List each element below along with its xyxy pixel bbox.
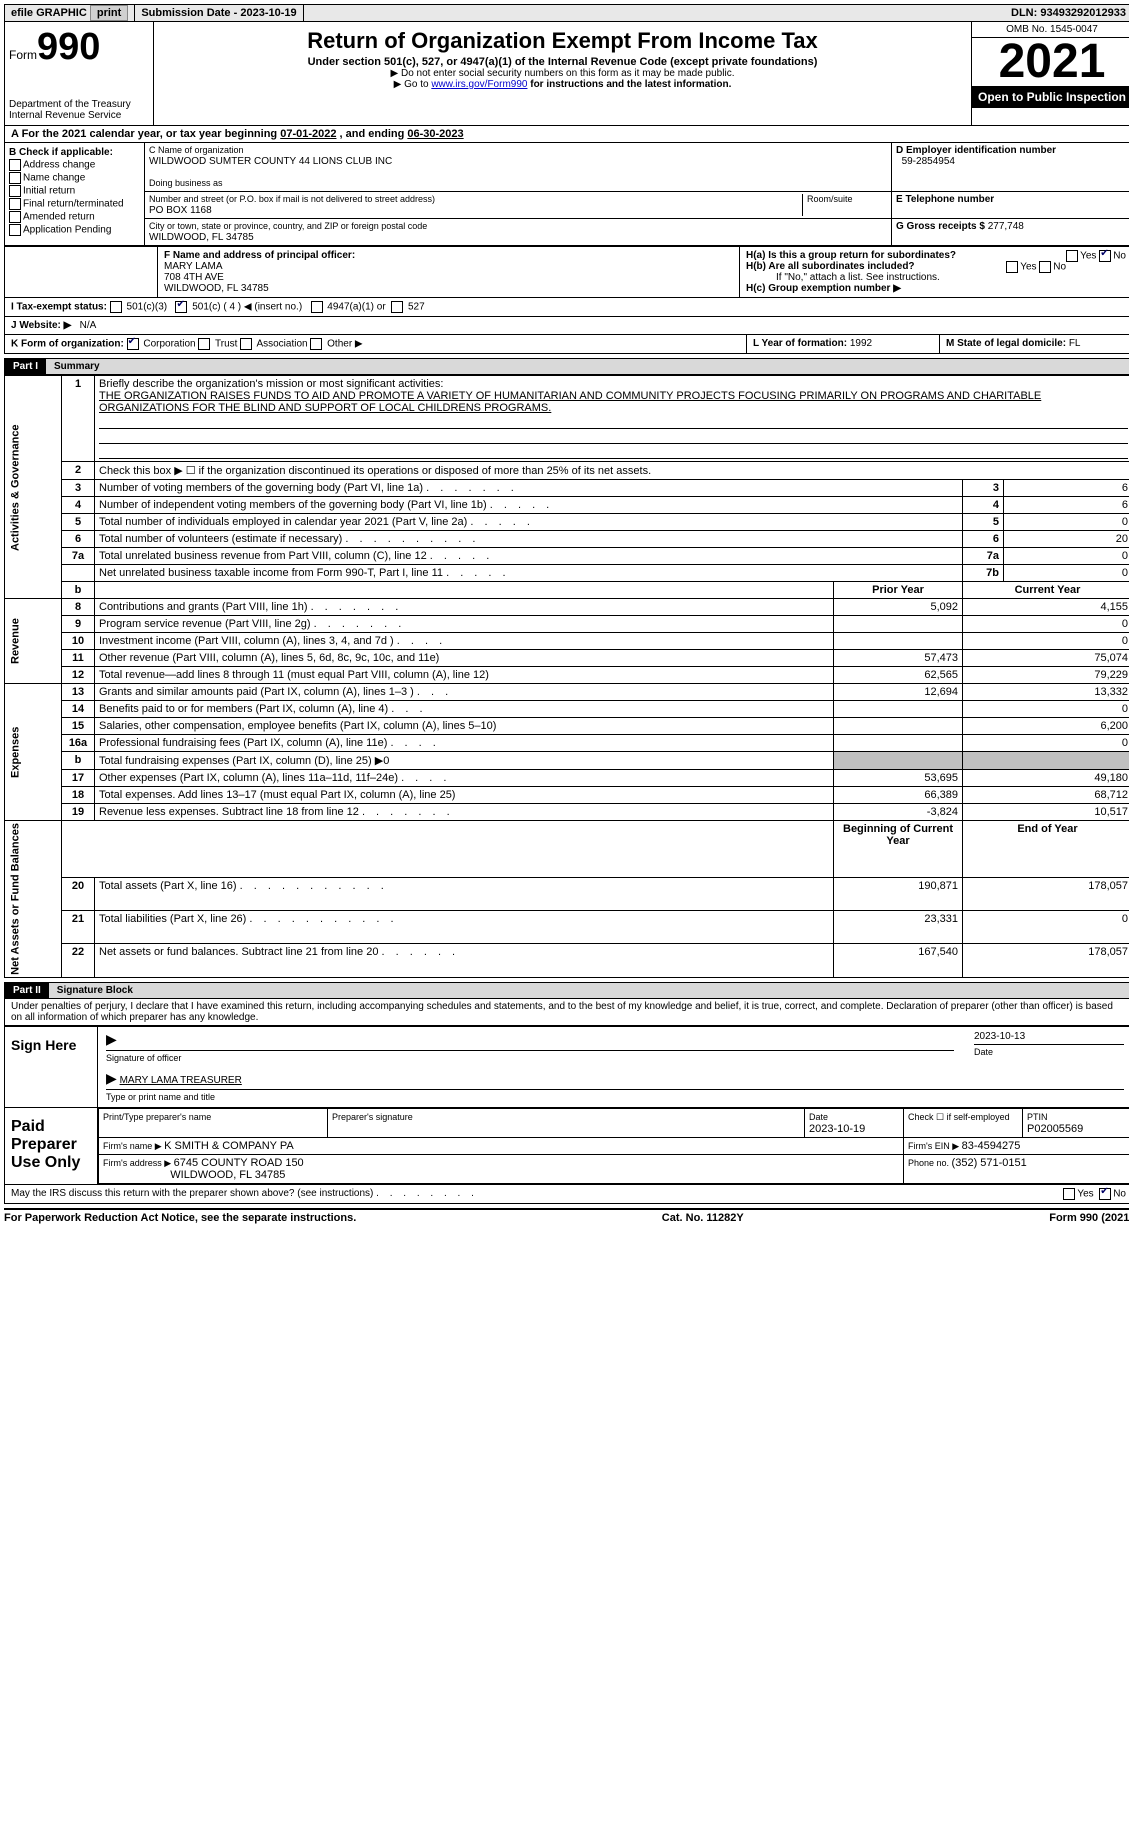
- efile-label: efile GRAPHIC print: [5, 5, 135, 21]
- box-c-addr: Number and street (or P.O. box if mail i…: [145, 192, 892, 219]
- side-net-assets: Net Assets or Fund Balances: [5, 821, 62, 978]
- form-subtitle-2: ▶ Do not enter social security numbers o…: [158, 68, 967, 79]
- form-header: Form990 Department of the Treasury Inter…: [4, 22, 1129, 126]
- header-grid: B Check if applicable: Address change Na…: [4, 143, 1129, 247]
- part-2-bar: Part IISignature Block: [4, 982, 1129, 999]
- top-bar: efile GRAPHIC print Submission Date - 20…: [4, 4, 1129, 22]
- page-footer: For Paperwork Reduction Act Notice, see …: [4, 1208, 1129, 1224]
- submission-date: Submission Date - 2023-10-19: [135, 5, 303, 21]
- form-990-label: Form990: [9, 26, 149, 69]
- sign-here-label: Sign Here: [5, 1027, 98, 1107]
- tax-year: 2021: [972, 38, 1129, 86]
- print-button[interactable]: print: [90, 5, 128, 21]
- open-to-public: Open to Public Inspection: [972, 86, 1129, 108]
- paid-preparer-label: Paid Preparer Use Only: [5, 1108, 98, 1184]
- box-d: D Employer identification number 59-2854…: [892, 143, 1129, 192]
- line-j: J Website: ▶ N/A: [4, 317, 1129, 335]
- dln: DLN: 93493292012933: [1005, 5, 1129, 21]
- box-e: E Telephone number: [892, 192, 1129, 219]
- part-1-bar: Part ISummary: [4, 358, 1129, 375]
- box-f: F Name and address of principal officer:…: [158, 247, 740, 297]
- may-discuss: May the IRS discuss this return with the…: [4, 1185, 1129, 1204]
- box-c-name: C Name of organization WILDWOOD SUMTER C…: [145, 143, 892, 192]
- box-b: B Check if applicable: Address change Na…: [5, 143, 145, 246]
- signature-block: Sign Here ▶Signature of officer2023-10-1…: [4, 1026, 1129, 1185]
- line-a: A For the 2021 calendar year, or tax yea…: [4, 126, 1129, 143]
- row-fh: F Name and address of principal officer:…: [4, 247, 1129, 298]
- box-g: G Gross receipts $ 277,748: [892, 219, 1129, 246]
- treasury-dept: Department of the Treasury: [9, 99, 149, 110]
- line-klm: K Form of organization: Corporation Trus…: [4, 335, 1129, 354]
- penalties-text: Under penalties of perjury, I declare th…: [4, 999, 1129, 1026]
- irs-label: Internal Revenue Service: [9, 110, 149, 121]
- summary-table: Activities & Governance 1 Briefly descri…: [4, 375, 1129, 978]
- side-activities: Activities & Governance: [5, 376, 62, 599]
- form-title: Return of Organization Exempt From Incom…: [158, 28, 967, 54]
- form-subtitle-1: Under section 501(c), 527, or 4947(a)(1)…: [158, 56, 967, 68]
- form-subtitle-3: ▶ Go to www.irs.gov/Form990 for instruct…: [158, 79, 967, 90]
- box-c-city: City or town, state or province, country…: [145, 219, 892, 246]
- box-h: H(a) Is this a group return for subordin…: [740, 247, 1129, 297]
- side-expenses: Expenses: [5, 684, 62, 821]
- side-revenue: Revenue: [5, 599, 62, 684]
- line-i: I Tax-exempt status: 501(c)(3) 501(c) ( …: [4, 298, 1129, 317]
- irs-link[interactable]: www.irs.gov/Form990: [431, 79, 527, 90]
